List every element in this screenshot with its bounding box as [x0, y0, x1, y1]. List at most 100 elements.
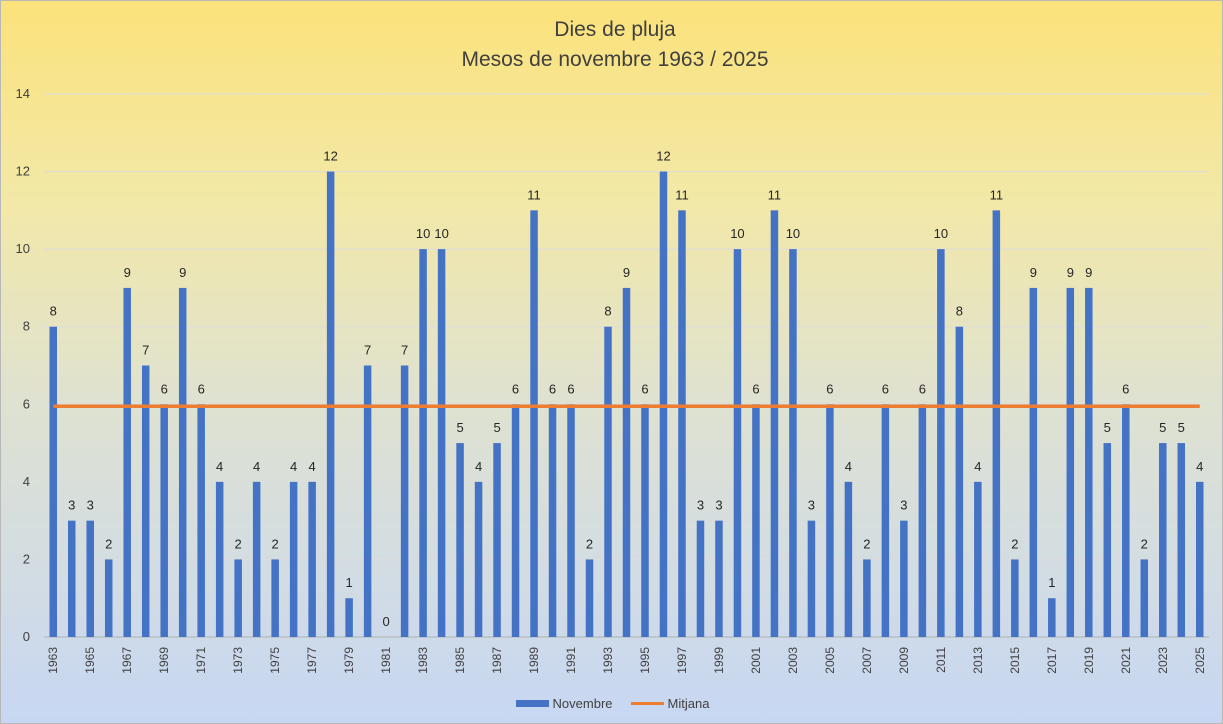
bar	[326, 171, 335, 638]
bar	[123, 287, 131, 637]
data-label: 3	[68, 498, 75, 513]
bar	[1177, 443, 1186, 637]
bar	[215, 481, 224, 637]
x-tick-label: 2021	[1119, 647, 1133, 674]
chart-title-block: Dies de pluja Mesos de novembre 1963 / 2…	[1, 15, 1223, 75]
x-tick-label: 2025	[1193, 647, 1207, 674]
x-tick-label: 1999	[712, 647, 726, 674]
bar	[1103, 443, 1112, 637]
data-label: 10	[434, 226, 448, 241]
bar	[49, 326, 57, 637]
bar	[567, 404, 575, 637]
legend-label-mitjana: Mitjana	[667, 696, 710, 711]
bar	[530, 210, 538, 637]
data-label: 9	[124, 265, 131, 280]
data-label: 4	[216, 459, 223, 474]
legend: Novembre Mitjana	[1, 696, 1223, 711]
bar	[659, 171, 668, 638]
legend-item-mitjana: Mitjana	[630, 696, 710, 711]
bar	[696, 520, 705, 637]
data-label: 12	[323, 149, 337, 164]
bar	[733, 249, 742, 637]
y-tick-label: 8	[23, 319, 30, 334]
data-label: 5	[493, 420, 500, 435]
bar	[252, 481, 261, 637]
bar	[1140, 559, 1149, 637]
bar	[1159, 443, 1167, 637]
x-tick-label: 1963	[46, 647, 60, 674]
bar	[178, 287, 187, 637]
data-label: 6	[752, 381, 759, 396]
data-label: 2	[272, 536, 279, 551]
data-label: 11	[768, 187, 782, 202]
bar	[770, 210, 779, 637]
data-label: 11	[675, 187, 689, 202]
x-tick-label: 1983	[416, 647, 430, 674]
x-tick-label: 1989	[527, 647, 541, 674]
x-tick-label: 1965	[83, 647, 97, 674]
data-label: 9	[179, 265, 186, 280]
bar	[308, 481, 316, 637]
bar	[234, 559, 242, 637]
data-label: 10	[786, 226, 800, 241]
bar	[807, 520, 816, 637]
bar	[437, 249, 446, 637]
x-tick-label: 1973	[231, 647, 245, 674]
x-tick-label: 2003	[786, 647, 800, 674]
y-tick-label: 6	[23, 396, 30, 411]
bar	[678, 210, 686, 637]
data-label: 9	[1085, 265, 1092, 280]
x-tick-label: 2017	[1045, 647, 1059, 674]
data-label: 5	[1178, 420, 1185, 435]
data-label: 4	[475, 459, 482, 474]
data-label: 11	[990, 187, 1004, 202]
bar	[789, 249, 797, 637]
data-label: 2	[105, 536, 112, 551]
data-label: 6	[919, 381, 926, 396]
data-label: 9	[1067, 265, 1074, 280]
x-tick-label: 2015	[1008, 647, 1022, 674]
data-label: 6	[882, 381, 889, 396]
data-label: 8	[604, 304, 611, 319]
bar	[456, 443, 464, 637]
data-label: 6	[826, 381, 833, 396]
data-label: 4	[845, 459, 852, 474]
x-tick-label: 2005	[823, 647, 837, 674]
data-label: 1	[1048, 575, 1055, 590]
bar	[104, 559, 113, 637]
bar	[1011, 559, 1019, 637]
bar	[881, 404, 890, 637]
data-label: 5	[1159, 420, 1166, 435]
data-label: 3	[697, 498, 704, 513]
bar	[419, 249, 427, 637]
bar	[992, 210, 1001, 637]
bar	[493, 443, 501, 637]
bar	[863, 559, 871, 637]
bar	[474, 481, 483, 637]
chart-subtitle: Mesos de novembre 1963 / 2025	[461, 48, 769, 71]
bar	[197, 404, 205, 637]
bar	[826, 404, 834, 637]
data-label: 2	[1011, 536, 1018, 551]
bar	[345, 598, 353, 637]
data-label: 10	[416, 226, 430, 241]
legend-swatch-line	[630, 702, 664, 705]
bar	[1122, 404, 1130, 637]
bar	[1196, 481, 1204, 637]
data-label: 0	[382, 614, 389, 629]
bar	[1085, 287, 1093, 637]
x-tick-label: 2009	[897, 647, 911, 674]
x-tick-label: 2011	[934, 647, 948, 673]
data-label: 2	[235, 536, 242, 551]
bar	[715, 520, 723, 637]
data-label: 3	[87, 498, 94, 513]
bar	[289, 481, 298, 637]
bar	[271, 559, 279, 637]
y-tick-label: 0	[23, 629, 30, 644]
x-tick-label: 1997	[675, 647, 689, 674]
data-label: 6	[198, 381, 205, 396]
y-tick-label: 4	[23, 474, 30, 489]
